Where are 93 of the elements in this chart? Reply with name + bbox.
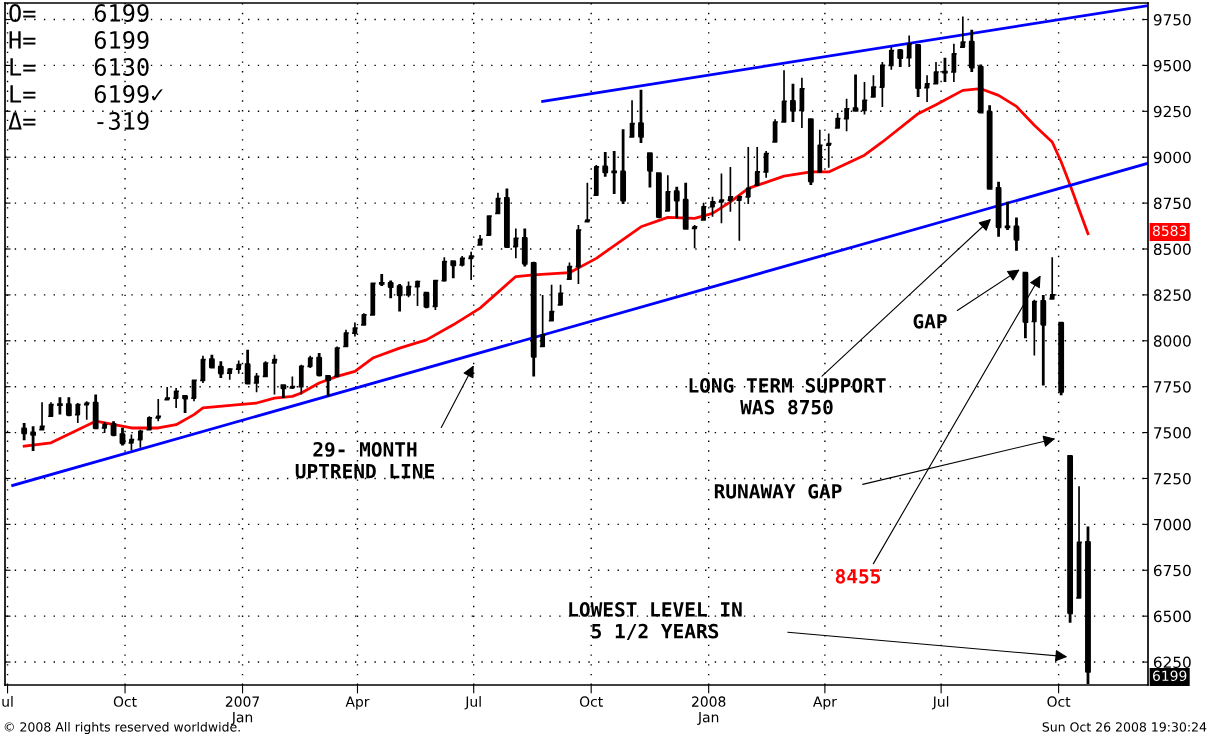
- candlestick: [458, 255, 466, 268]
- candlestick: [628, 99, 636, 138]
- y-tick-label: 6250: [1153, 656, 1191, 669]
- candlestick: [636, 88, 646, 145]
- y-tick-label: 8500: [1153, 243, 1191, 256]
- y-tick-label: 6750: [1153, 564, 1191, 577]
- annotation: Δ= -319: [8, 112, 149, 130]
- candlestick: [887, 46, 895, 71]
- candlestick: [28, 424, 38, 453]
- candlestick: [592, 164, 600, 197]
- x-tick-label: Jul: [464, 696, 481, 710]
- candlestick: [860, 81, 869, 116]
- annotation: L= 6130: [10, 58, 149, 76]
- candlestick: [55, 395, 65, 416]
- candlestick: [681, 181, 690, 230]
- annotation: O= 6199: [9, 4, 149, 22]
- text: 8583: [1152, 225, 1187, 237]
- annotation: RUNAWAY GAP: [714, 483, 842, 499]
- annotation: GAP: [913, 313, 947, 329]
- y-tick-label: 9500: [1153, 59, 1191, 72]
- x-tick-label: 2008 Jan: [692, 696, 726, 725]
- x-tick-label: Oct: [579, 696, 603, 707]
- candlestick: [735, 194, 743, 242]
- candlestick: [216, 359, 226, 380]
- candlestick: [609, 149, 619, 196]
- x-tick-label: Jul: [932, 696, 949, 710]
- candlestick: [440, 256, 448, 283]
- candlestick: [664, 174, 672, 212]
- y-tick-label: 7500: [1154, 427, 1191, 439]
- candlestick: [270, 353, 279, 396]
- candlestick: [788, 82, 798, 124]
- candlestick: [645, 152, 655, 189]
- y-tick-label: 7750: [1154, 381, 1191, 393]
- candlestick: [869, 74, 878, 98]
- candlestick: [672, 185, 681, 220]
- x-tick-label: Oct: [1047, 696, 1071, 707]
- candlestick: [834, 112, 842, 129]
- candlestick: [842, 97, 851, 133]
- y-tick-label: 9750: [1153, 13, 1191, 26]
- y-tick-label: 7000: [1154, 518, 1191, 531]
- candlestick: [38, 401, 46, 431]
- x-tick-label: Oct: [113, 696, 137, 707]
- y-tick-label: 9250: [1153, 105, 1191, 118]
- x-tick-label: Apr: [812, 696, 837, 710]
- candlestick: [744, 146, 752, 205]
- candlestick: [690, 224, 699, 250]
- candlestick: [163, 386, 171, 401]
- candlestick: [512, 227, 520, 260]
- candlestick: [235, 359, 243, 375]
- candlestick: [172, 387, 180, 409]
- candlestick: [896, 47, 905, 69]
- candlestick: [950, 42, 958, 83]
- candlestick: [154, 398, 162, 423]
- candlestick: [959, 15, 967, 48]
- candlestick: [574, 224, 583, 285]
- candlestick: [1003, 200, 1012, 232]
- candlestick: [449, 260, 458, 280]
- y-tick-label: 7250: [1154, 472, 1191, 485]
- annotation: H= 6199: [9, 31, 149, 49]
- candlestick: [618, 127, 628, 206]
- candlestick: [19, 421, 29, 442]
- y-tick-label: 6500: [1153, 610, 1191, 623]
- candlestick: [556, 283, 565, 306]
- annotation: L= 6199✓: [10, 85, 163, 103]
- candlestick: [180, 395, 190, 415]
- y-tick-label: 8250: [1153, 289, 1191, 301]
- candlestick: [878, 61, 887, 108]
- candlestick: [386, 279, 395, 300]
- text: Sun Oct 26 2008 19:30:24: [1042, 722, 1207, 732]
- candlestick: [994, 180, 1003, 239]
- candlestick: [306, 354, 314, 369]
- x-tick-label: Apr: [345, 696, 370, 710]
- candlestick: [1012, 216, 1021, 253]
- text: 6199: [1152, 670, 1187, 682]
- candlestick: [780, 69, 788, 123]
- candlestick: [74, 402, 82, 424]
- candlestick: [923, 74, 931, 103]
- candlestick: [726, 166, 735, 213]
- candlestick: [243, 348, 252, 386]
- candlestick: [377, 272, 386, 288]
- candlestick: [64, 395, 74, 418]
- y-tick-label: 8000: [1153, 335, 1191, 347]
- annotation: LOWEST LEVEL IN 5 1/2 YEARS: [569, 602, 742, 641]
- x-tick-label: ul: [2, 696, 13, 707]
- annotation: 29- MONTH UPTREND LINE: [295, 442, 434, 479]
- y-tick-label: 8750: [1153, 197, 1191, 210]
- annotation: LONG TERM SUPPORT WAS 8750: [689, 378, 886, 415]
- candlestick: [226, 367, 234, 381]
- annotation: 8455: [835, 568, 881, 584]
- y-tick-label: 9000: [1153, 151, 1191, 164]
- candlestick: [288, 375, 296, 390]
- candlestick: [360, 312, 368, 326]
- candlestick: [83, 400, 91, 421]
